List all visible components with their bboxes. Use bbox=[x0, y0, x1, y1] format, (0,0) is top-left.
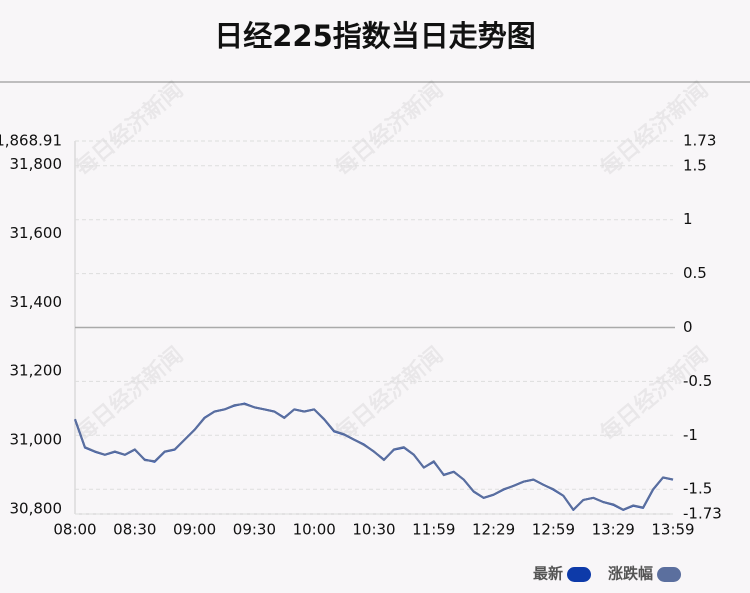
x-tick-label: 13:29 bbox=[592, 521, 635, 539]
y-tick-label: 31,400 bbox=[10, 293, 63, 311]
y-tick-label: 30,800 bbox=[10, 499, 63, 517]
legend-swatch bbox=[567, 567, 592, 582]
line-series bbox=[74, 403, 674, 511]
y-tick-label: 31,600 bbox=[10, 224, 63, 242]
y2-tick-label: -0.5 bbox=[683, 372, 712, 390]
x-tick-label: 11:59 bbox=[412, 521, 455, 539]
x-tick-label: 09:00 bbox=[173, 521, 216, 539]
x-tick-label: 12:29 bbox=[472, 521, 515, 539]
x-tick-label: 09:30 bbox=[233, 521, 276, 539]
chart-title: 日经225指数当日走势图 bbox=[214, 19, 536, 53]
x-tick-label: 13:59 bbox=[651, 521, 694, 539]
legend-swatch bbox=[657, 567, 682, 582]
y-tick-label: 31,800 bbox=[10, 155, 63, 173]
y2-tick-label: 0.5 bbox=[683, 264, 707, 282]
x-tick-label: 08:30 bbox=[113, 521, 156, 539]
y2-tick-label: -1.5 bbox=[683, 480, 712, 498]
x-tick-label: 08:00 bbox=[53, 521, 96, 539]
x-tick-label: 10:00 bbox=[293, 521, 336, 539]
legend-label: 最新 bbox=[533, 565, 563, 583]
y-tick-label: 31,200 bbox=[10, 362, 63, 380]
y2-tick-label: 0 bbox=[683, 318, 693, 336]
y2-tick-label: -1.73 bbox=[683, 505, 722, 523]
y2-tick-label: 1.5 bbox=[683, 156, 707, 174]
y-tick-label: 31,000 bbox=[10, 431, 63, 449]
y2-tick-label: 1.73 bbox=[683, 132, 716, 150]
y-tick-label: 31,868.91 bbox=[0, 132, 62, 150]
x-tick-label: 12:59 bbox=[532, 521, 575, 539]
x-tick-label: 10:30 bbox=[352, 521, 395, 539]
legend-label: 涨跌幅 bbox=[608, 565, 653, 583]
y2-tick-label: -1 bbox=[683, 426, 698, 444]
y2-tick-label: 1 bbox=[683, 210, 693, 228]
